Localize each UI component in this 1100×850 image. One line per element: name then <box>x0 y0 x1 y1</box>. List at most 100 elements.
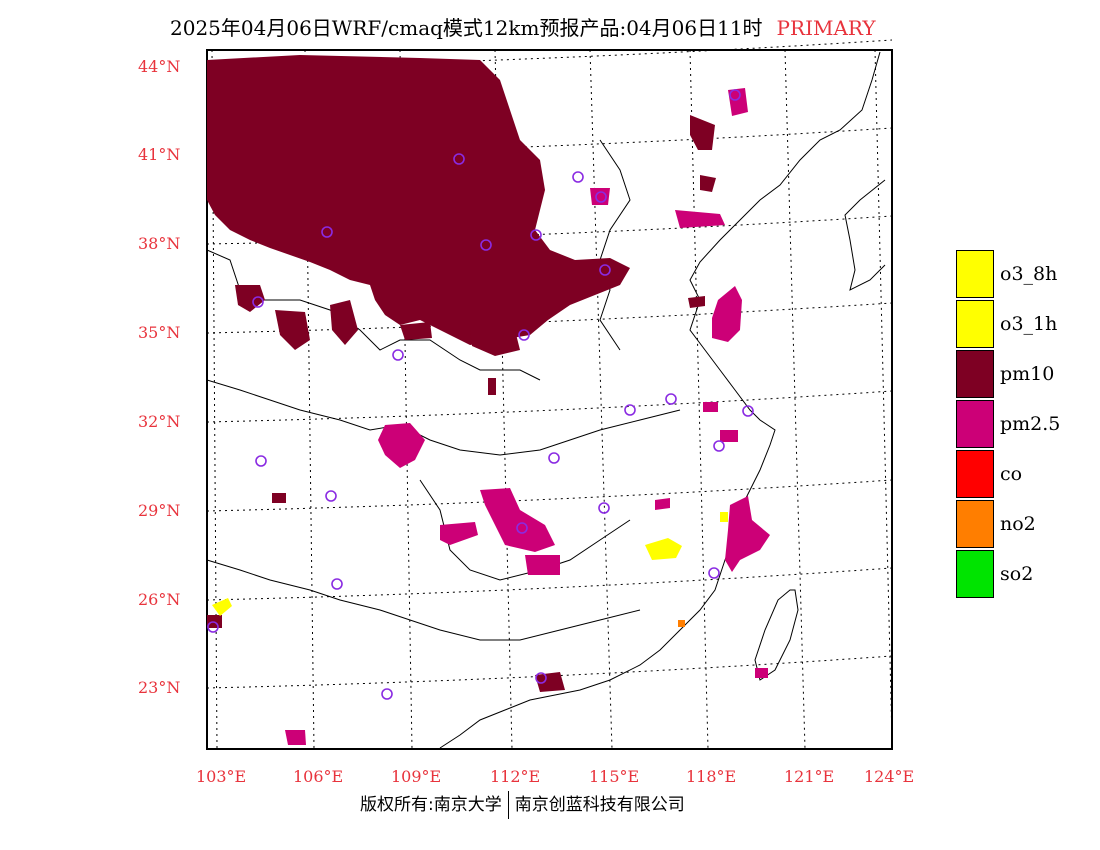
station-markers <box>207 89 754 700</box>
legend-label: pm2.5 <box>1000 413 1061 435</box>
station-marker <box>381 688 393 700</box>
pm25-patch-13 <box>655 498 670 510</box>
lon-label: 109°E <box>391 767 441 786</box>
station-marker <box>207 621 219 633</box>
legend-item-pm25: pm2.5 <box>956 399 1100 449</box>
pm10-patch-3 <box>330 300 358 345</box>
station-marker <box>325 490 337 502</box>
station-marker <box>516 522 528 534</box>
pm10-patch-12 <box>488 378 496 395</box>
pm25-patch-11 <box>720 430 738 442</box>
lon-line-106 <box>304 49 315 750</box>
station-marker <box>624 404 636 416</box>
pm25-patch-5 <box>440 522 478 545</box>
pm10-patch-6 <box>690 115 715 150</box>
lat-label: 35°N <box>138 323 180 342</box>
o3-patch-3 <box>720 512 728 522</box>
legend-label: o3_1h <box>1000 313 1058 335</box>
legend-label: o3_8h <box>1000 263 1058 285</box>
station-marker <box>595 191 607 203</box>
lat-label: 32°N <box>138 412 180 431</box>
legend-swatch <box>956 350 994 398</box>
legend-swatch <box>956 500 994 548</box>
legend-swatch <box>956 550 994 598</box>
copyright-footer: 版权所有:南京大学 南京创蓝科技有限公司 <box>360 790 685 819</box>
legend-swatch <box>956 250 994 298</box>
legend-label: so2 <box>1000 563 1034 585</box>
korea-outline <box>844 179 886 291</box>
pm25-patch-1 <box>712 286 742 342</box>
pm25-patch-9 <box>525 555 560 575</box>
pm10-patch-1 <box>235 285 265 312</box>
coastline <box>439 51 881 749</box>
lon-label: 121°E <box>784 767 834 786</box>
legend-item-so2: so2 <box>956 549 1100 599</box>
pm10-north-region <box>207 55 630 345</box>
pm10-patch-2 <box>275 310 310 350</box>
border-4 <box>419 479 631 581</box>
lon-label: 115°E <box>589 767 639 786</box>
lat-label: 26°N <box>138 590 180 609</box>
pm25-patch-3 <box>480 488 555 552</box>
pm25-patch-6 <box>675 210 725 228</box>
lon-label: 118°E <box>686 767 736 786</box>
lat-label: 44°N <box>138 57 180 76</box>
lat-label: 23°N <box>138 678 180 697</box>
legend-item-pm10: pm10 <box>956 349 1100 399</box>
station-marker <box>530 229 542 241</box>
lon-line-118 <box>689 49 709 750</box>
lon-label: 124°E <box>864 767 914 786</box>
station-marker <box>252 296 264 308</box>
copyright-left: 版权所有:南京大学 <box>360 795 502 815</box>
copyright-right: 南京创蓝科技有限公司 <box>514 795 685 815</box>
station-marker <box>331 578 343 590</box>
border-3 <box>206 559 641 641</box>
lon-line-115 <box>589 49 613 750</box>
lat-line-26 <box>206 567 893 601</box>
station-marker <box>599 264 611 276</box>
map-title: 2025年04月06日WRF/cmaq模式12km预报产品:04月06日11时 P… <box>170 12 876 41</box>
lon-label: 106°E <box>293 767 343 786</box>
station-marker <box>713 440 725 452</box>
lat-label: 41°N <box>138 145 180 164</box>
lon-line-124 <box>874 49 893 741</box>
pm10-patch-4 <box>400 322 432 340</box>
legend-label: co <box>1000 463 1023 485</box>
no2-patch-1 <box>678 620 685 627</box>
legend-label: no2 <box>1000 513 1036 535</box>
pm25-patch-14 <box>755 668 768 678</box>
lon-line-109 <box>399 49 413 750</box>
lat-line-32 <box>206 390 893 423</box>
o3-areas <box>212 512 728 616</box>
legend-item-o3-1h: o3_1h <box>956 299 1100 349</box>
border-2 <box>206 379 681 456</box>
pm10-patch-5 <box>470 330 520 356</box>
station-marker <box>321 226 333 238</box>
lat-label: 29°N <box>138 501 180 520</box>
pm10-patch-10 <box>535 672 565 692</box>
pm25-areas <box>285 88 770 745</box>
station-marker <box>708 567 720 579</box>
legend-swatch <box>956 450 994 498</box>
legend-item-co: co <box>956 449 1100 499</box>
station-marker <box>742 405 754 417</box>
station-marker <box>535 672 547 684</box>
pollutant-mode: PRIMARY <box>776 16 876 40</box>
pm25-patch-7 <box>728 88 748 116</box>
o3-patch-1 <box>645 538 682 560</box>
pm25-patch-12 <box>703 402 718 412</box>
legend-label: pm10 <box>1000 363 1055 385</box>
pm25-patch-4 <box>725 496 770 572</box>
pm10-areas <box>207 55 716 692</box>
lat-label: 38°N <box>138 234 180 253</box>
legend-item-o3-8h: o3_8h <box>956 249 1100 299</box>
lon-line-103 <box>211 49 218 750</box>
lon-line-121 <box>784 49 806 750</box>
pm10-patch-8 <box>688 296 705 308</box>
pollutant-legend: o3_8h o3_1h pm10 pm2.5 co no2 so2 <box>956 249 1100 599</box>
station-marker <box>480 239 492 251</box>
no2-areas <box>678 620 685 627</box>
station-marker <box>665 393 677 405</box>
legend-item-no2: no2 <box>956 499 1100 549</box>
pm10-patch-9 <box>272 493 286 503</box>
